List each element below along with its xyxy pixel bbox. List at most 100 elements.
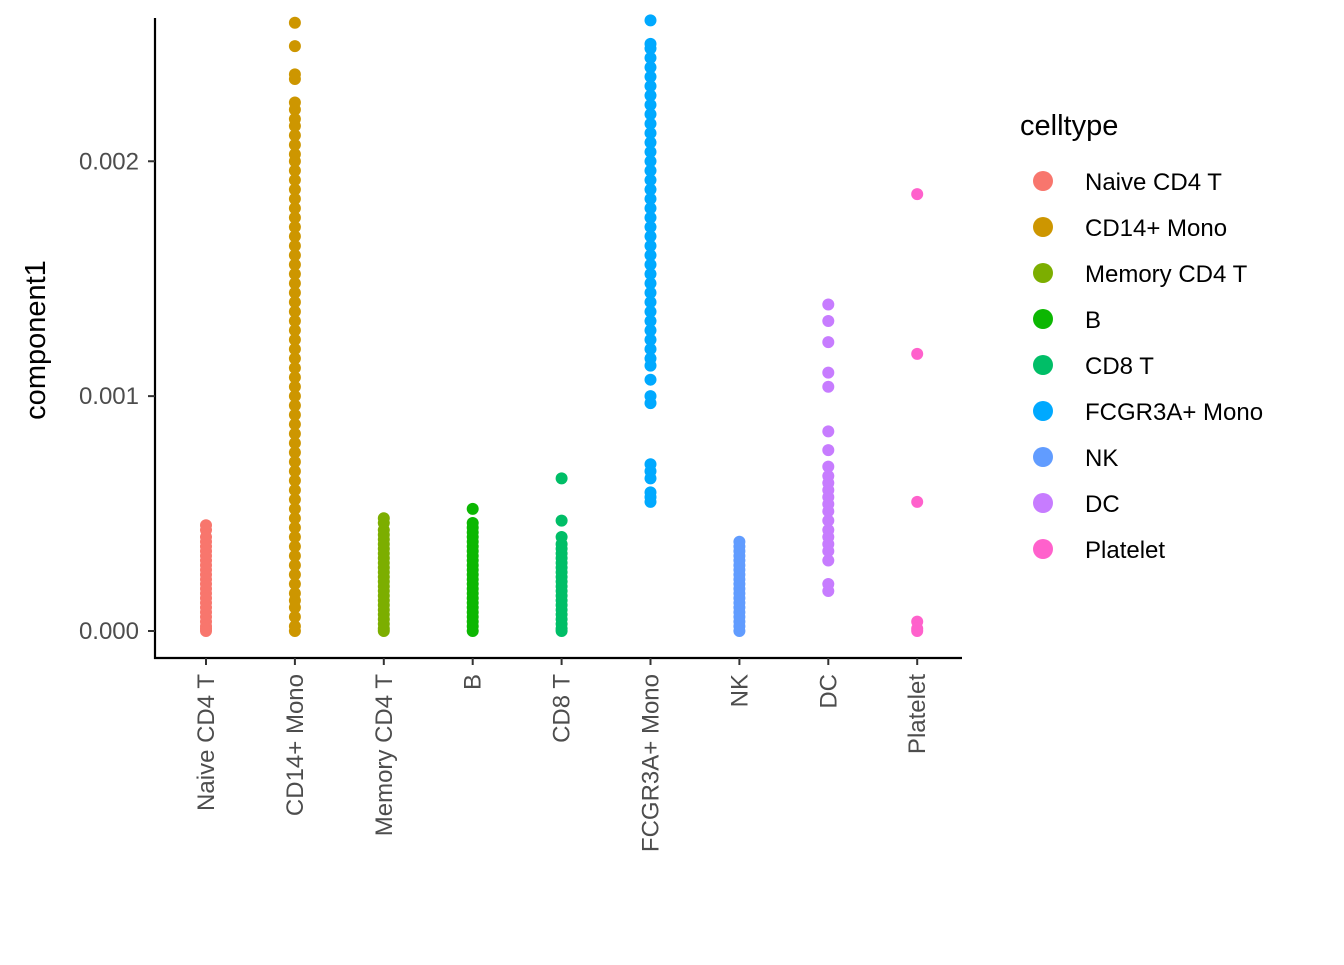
data-point bbox=[911, 188, 924, 201]
data-point bbox=[288, 446, 301, 459]
data-point bbox=[288, 521, 301, 534]
series-nk bbox=[733, 535, 746, 637]
legend-label: B bbox=[1085, 307, 1101, 334]
data-point bbox=[288, 371, 301, 384]
data-point bbox=[822, 314, 835, 327]
data-point bbox=[644, 249, 657, 262]
data-point bbox=[555, 472, 568, 485]
data-point bbox=[911, 624, 924, 637]
data-point bbox=[644, 192, 657, 205]
series-fcgr3a-mono bbox=[644, 14, 657, 508]
data-point bbox=[288, 211, 301, 224]
data-point bbox=[288, 559, 301, 572]
data-point bbox=[644, 359, 657, 372]
data-point bbox=[644, 80, 657, 93]
data-point bbox=[644, 70, 657, 83]
data-point bbox=[644, 14, 657, 27]
legend-label: Naive CD4 T bbox=[1085, 169, 1222, 196]
data-point bbox=[644, 286, 657, 299]
data-point bbox=[288, 277, 301, 290]
data-point bbox=[288, 361, 301, 374]
data-point bbox=[288, 399, 301, 412]
legend-key bbox=[1033, 539, 1053, 559]
legend: celltype Naive CD4 T CD14+ Mono Memory CD4… bbox=[1020, 110, 1263, 564]
data-point bbox=[288, 610, 301, 623]
data-point bbox=[644, 268, 657, 280]
legend-label: CD14+ Mono bbox=[1085, 215, 1227, 242]
points-layer bbox=[200, 14, 924, 637]
data-point bbox=[644, 164, 657, 177]
legend-label: DC bbox=[1085, 491, 1120, 518]
y-tick-label: 0.002 bbox=[79, 148, 139, 175]
data-point bbox=[822, 545, 835, 558]
axes-layer: 0.000 0.001 0.002 Naive CD4 T CD14+ Mono Memo… bbox=[79, 18, 962, 852]
data-point bbox=[822, 554, 835, 567]
data-point bbox=[822, 585, 835, 598]
x-tick-label: B bbox=[460, 674, 487, 690]
data-point bbox=[288, 230, 301, 243]
x-tick-label: CD8 T bbox=[549, 674, 576, 743]
data-point bbox=[644, 98, 657, 111]
data-point bbox=[288, 183, 301, 196]
data-point bbox=[288, 155, 301, 168]
data-point bbox=[288, 540, 301, 553]
data-point bbox=[644, 42, 657, 55]
data-point bbox=[822, 460, 835, 473]
x-tick-label: NK bbox=[726, 674, 753, 707]
y-axis-title: component1 bbox=[20, 260, 52, 420]
data-point bbox=[288, 138, 301, 151]
data-point bbox=[644, 472, 657, 485]
data-point bbox=[288, 578, 301, 591]
data-point bbox=[644, 230, 657, 243]
x-tick-label: Platelet bbox=[904, 674, 931, 754]
data-point bbox=[644, 314, 657, 327]
legend-key bbox=[1033, 309, 1053, 329]
data-point bbox=[644, 373, 657, 386]
data-point bbox=[644, 61, 657, 74]
data-point bbox=[288, 221, 301, 234]
series-dc bbox=[822, 298, 835, 598]
x-tick-label: CD14+ Mono bbox=[282, 674, 309, 816]
data-point bbox=[288, 437, 301, 450]
data-point bbox=[822, 336, 835, 349]
data-point bbox=[555, 514, 568, 527]
series-cd14-mono bbox=[288, 16, 301, 637]
data-point bbox=[911, 347, 924, 360]
data-point bbox=[911, 495, 924, 508]
data-point bbox=[288, 202, 301, 215]
y-tick-label: 0.000 bbox=[79, 618, 139, 645]
data-point bbox=[288, 601, 301, 614]
series-naive-cd4-t bbox=[200, 519, 212, 637]
data-point bbox=[288, 512, 301, 525]
data-point bbox=[288, 103, 301, 116]
data-point bbox=[822, 444, 835, 457]
data-point bbox=[644, 324, 657, 337]
data-point bbox=[644, 305, 657, 318]
data-point bbox=[288, 286, 301, 299]
data-point bbox=[644, 202, 657, 215]
data-point bbox=[822, 366, 835, 379]
data-point bbox=[288, 568, 301, 581]
data-point bbox=[377, 624, 390, 637]
data-point bbox=[288, 380, 301, 393]
data-point bbox=[822, 380, 835, 393]
series-b bbox=[466, 502, 479, 637]
legend-key bbox=[1033, 401, 1053, 421]
x-tick-label: Memory CD4 T bbox=[371, 674, 398, 837]
data-point bbox=[288, 324, 301, 337]
data-point bbox=[466, 502, 479, 515]
data-point bbox=[288, 249, 301, 262]
data-point bbox=[644, 183, 657, 196]
data-point bbox=[822, 298, 835, 311]
data-point bbox=[288, 174, 301, 187]
data-point bbox=[644, 239, 657, 252]
legend-label: CD8 T bbox=[1085, 353, 1154, 380]
data-point bbox=[288, 624, 301, 637]
data-point bbox=[288, 258, 301, 271]
series-cd8-t bbox=[555, 472, 568, 637]
legend-key bbox=[1033, 355, 1053, 375]
data-point bbox=[288, 164, 301, 177]
legend-label: Platelet bbox=[1085, 537, 1165, 564]
